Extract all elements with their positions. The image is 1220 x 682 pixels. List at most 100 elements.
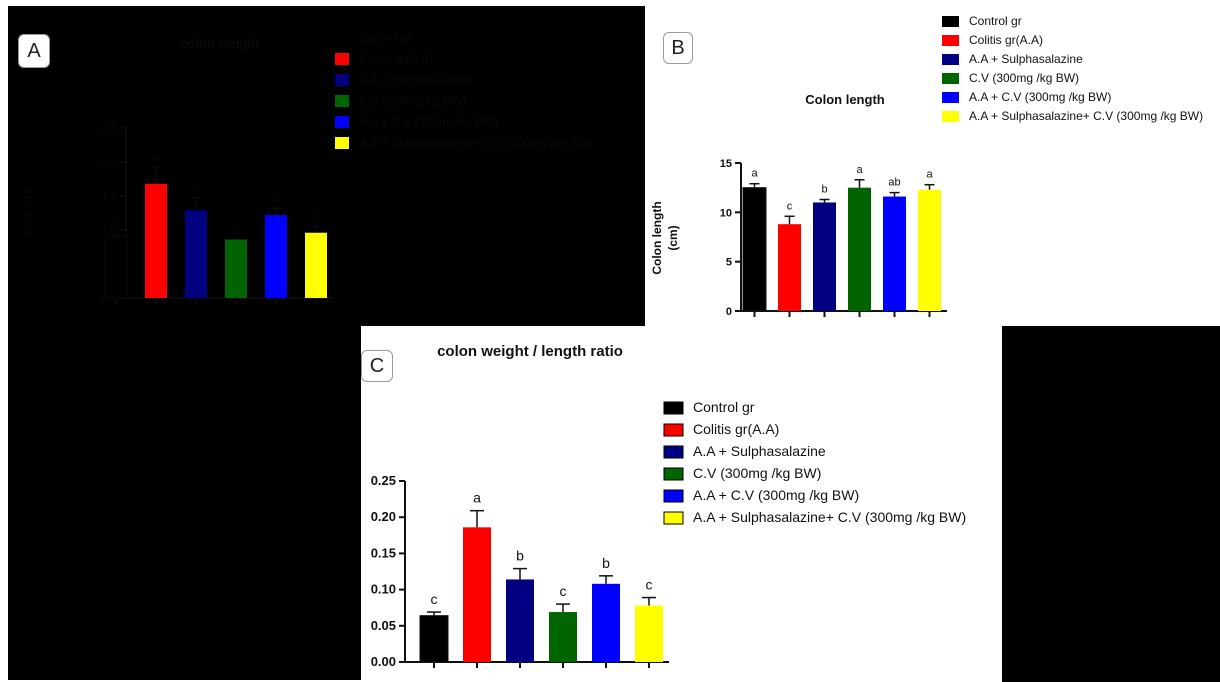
- legend-swatch: [663, 511, 684, 525]
- bar-6: [635, 605, 663, 662]
- legend-swatch: [942, 16, 959, 27]
- y-tick-label: 0.10: [371, 582, 396, 597]
- legend-label: A.A + Sulphasalazine: [969, 52, 1083, 66]
- significance-letter: c: [646, 577, 653, 593]
- legend-label: A.A + C.V (300mg /kg BW): [969, 90, 1111, 104]
- legend-label: Control gr: [693, 399, 755, 415]
- legend-label: C.V (300mg / g BW): [359, 94, 466, 108]
- significance-letter: a: [751, 168, 758, 180]
- legend-label: A.A + Sulphasalazine: [359, 73, 473, 87]
- y-tick-label: 0.20: [371, 509, 396, 524]
- significance-letter: c: [787, 200, 793, 212]
- significance-letter: a: [926, 169, 933, 181]
- bar-4: [549, 612, 577, 662]
- y-tick-label: 0.15: [371, 545, 396, 560]
- legend-label: A.A + Sulphasalazine+ C.V (300mg /kg BW): [359, 136, 593, 150]
- bar-1: [419, 615, 449, 663]
- black-background-right: [1002, 326, 1220, 682]
- panel-letter: A: [18, 34, 50, 68]
- bar-1: [742, 187, 767, 312]
- legend-swatch: [335, 116, 349, 128]
- significance-letter: a: [153, 150, 160, 164]
- y-tick-label: 0: [726, 306, 732, 318]
- y-tick-label: 0.00: [371, 654, 396, 669]
- significance-letter: b: [193, 181, 200, 195]
- legend-label: Colitis gr(A.A): [359, 52, 433, 66]
- bar-3: [185, 210, 207, 298]
- significance-letter: ab: [888, 177, 900, 189]
- significance-letter: c: [313, 209, 319, 223]
- significance-letter: c: [233, 223, 239, 237]
- significance-letter: c: [560, 583, 567, 599]
- y-axis-label: colon wt g: [23, 187, 35, 237]
- black-background-left: [8, 326, 361, 680]
- legend-label: Control gr: [969, 14, 1022, 28]
- legend-label: A.A + C.V (300mg /kg BW): [693, 487, 859, 503]
- legend-label: Colitis gr(A.A): [969, 33, 1043, 47]
- panel-b-colon-length: B Colon length 0 5 10 15 Colon length (cm) a c b a…: [645, 0, 1220, 326]
- legend-swatch: [335, 74, 349, 86]
- legend-label: Control gr: [359, 31, 412, 45]
- bar-4: [848, 187, 871, 311]
- significance-letter: b: [516, 548, 524, 564]
- y-tick-label: 0.05: [371, 618, 396, 633]
- significance-letter: c: [113, 218, 119, 232]
- bar-6: [305, 232, 327, 298]
- bar-5: [592, 583, 620, 662]
- significance-letter: b: [273, 191, 280, 205]
- y-tick-label: 5: [726, 257, 732, 269]
- y-tick-label: 0.25: [371, 473, 396, 488]
- legend-label: C.V (300mg /kg BW): [693, 465, 821, 481]
- legend-label: Colitis gr(A.A): [693, 421, 779, 437]
- bar-1: [104, 236, 128, 299]
- chart-title: colon weight: [180, 36, 260, 51]
- y-axis-label-line: Colon length: [650, 201, 664, 274]
- y-axis-label-line: colon wt g: [23, 187, 35, 237]
- significance-letter: a: [856, 164, 863, 176]
- bar-4: [225, 239, 247, 298]
- y-axis-label-line: (cm): [666, 225, 680, 250]
- legend-swatch: [335, 95, 349, 107]
- bar-5: [265, 215, 287, 298]
- legend-label: A.A + Sulphasalazine+ C.V (300mg /kg BW): [693, 509, 966, 525]
- legend-swatch: [335, 137, 349, 149]
- bar-2: [145, 183, 167, 298]
- legend-swatch: [663, 423, 684, 437]
- legend-swatch: [942, 92, 959, 103]
- significance-letter: b: [821, 184, 827, 196]
- legend-swatch: [942, 111, 959, 122]
- legend-swatch: [663, 445, 684, 459]
- legend-swatch: [942, 35, 959, 46]
- bar-5: [883, 196, 906, 311]
- legend-swatch: [335, 53, 349, 65]
- chart-title: colon weight / length ratio: [437, 343, 623, 360]
- bar-2: [778, 224, 801, 311]
- legend-label: A.A + Sulphasalazine+ C.V (300mg /kg BW): [969, 109, 1203, 123]
- y-tick-label: 10: [720, 207, 732, 219]
- legend-swatch: [663, 401, 684, 415]
- chart-title: Colon length: [805, 92, 884, 107]
- legend-swatch: [335, 32, 349, 44]
- significance-letter: b: [602, 555, 610, 571]
- bar-6: [918, 189, 941, 311]
- y-tick-label: 2.0: [102, 157, 117, 169]
- legend-swatch: [663, 489, 684, 503]
- panel-c-weight-length-ratio: C colon weight / length ratio 0.00 0.05 0.1…: [361, 326, 1002, 682]
- y-tick-label: 1.0: [102, 225, 117, 237]
- legend-swatch: [942, 73, 959, 84]
- y-tick-label: 2.5: [102, 123, 117, 135]
- y-tick-label: 1.5: [102, 191, 117, 203]
- bar-2: [463, 527, 491, 662]
- panel-letter: C: [361, 350, 393, 382]
- y-tick-label: 15: [720, 158, 732, 170]
- legend-label: A.A + Sulphasalazine: [693, 443, 826, 459]
- y-axis-label: Colon length (cm): [650, 201, 680, 274]
- significance-letter: a: [473, 490, 481, 506]
- legend-label: C.V (300mg /kg BW): [969, 71, 1079, 85]
- legend-label: A.A + C.V (300mg/kg BW): [359, 115, 498, 129]
- significance-letter: c: [431, 591, 438, 607]
- legend-swatch: [942, 54, 959, 65]
